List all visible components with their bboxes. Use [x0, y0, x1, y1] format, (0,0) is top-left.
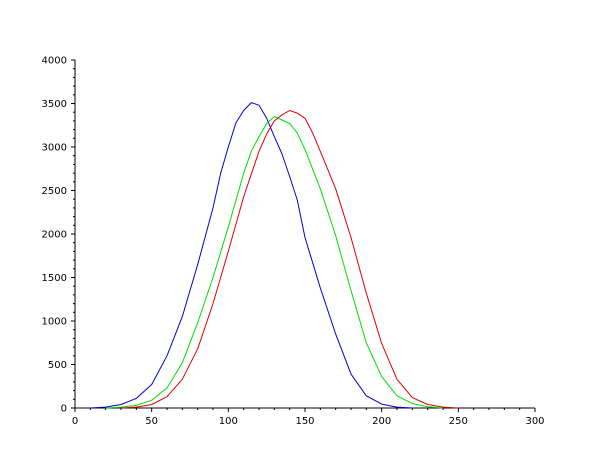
y-tick-label: 2000	[42, 230, 67, 241]
y-tick-label: 2500	[42, 186, 67, 197]
y-tick-label: 3500	[42, 99, 67, 110]
series-line-1	[90, 102, 413, 409]
y-tick-label: 0	[61, 404, 67, 415]
y-tick-label: 1000	[42, 317, 67, 328]
series-line-2	[105, 116, 444, 409]
x-tick-label: 50	[145, 416, 158, 427]
series-line-3	[120, 110, 459, 409]
x-tick-label: 100	[219, 416, 238, 427]
x-tick-label: 200	[372, 416, 391, 427]
y-tick-label: 1500	[42, 273, 67, 284]
x-tick-label: 150	[295, 416, 314, 427]
x-tick-label: 300	[525, 416, 544, 427]
x-tick-label: 0	[72, 416, 78, 427]
y-tick-label: 500	[48, 360, 67, 371]
x-tick-label: 250	[449, 416, 468, 427]
axes: 0 50 100 150 200 250 3000500100015002000250030…	[42, 56, 545, 428]
y-tick-label: 4000	[42, 56, 67, 67]
series-group	[90, 102, 459, 409]
y-tick-label: 3000	[42, 143, 67, 154]
